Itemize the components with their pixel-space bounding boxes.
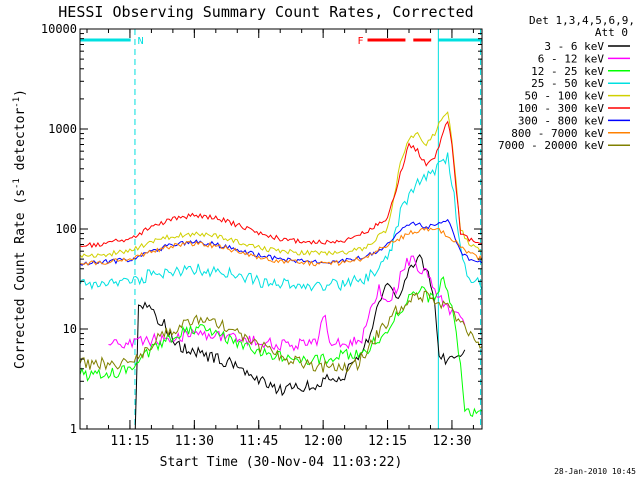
legend-label-7000-20000-kev: 7000 - 20000 keV: [498, 139, 604, 152]
y-tick-label-1000: 1000: [48, 122, 77, 136]
chart-title: HESSI Observing Summary Count Rates, Cor…: [58, 3, 473, 21]
legend-label-6-12-kev: 6 - 12 keV: [538, 52, 605, 65]
legend-label-25-50-kev: 25 - 50 keV: [531, 77, 604, 90]
y-tick-label-1: 1: [70, 422, 77, 436]
flag-label-n: N: [138, 36, 144, 47]
series-line-800-7000-kev: [80, 226, 482, 267]
legend-label-3-6-kev: 3 - 6 keV: [544, 40, 604, 53]
x-tick-label-12-30: 12:30: [432, 434, 471, 449]
x-axis: 11:15 11:30 11:45 12:00 12:15 12:30: [86, 29, 474, 449]
series-line-7000-20000-kev: [80, 290, 482, 374]
y-axis-label-end: ): [13, 89, 28, 97]
legend-header-line-1: Det 1,3,4,5,6,9,: [529, 14, 635, 27]
y-tick-label-10000: 10000: [41, 22, 77, 36]
series-line-6-12-kev: [108, 255, 466, 352]
y-axis-label-exp2: -1: [12, 97, 22, 108]
x-tick-label-11-30: 11:30: [175, 434, 214, 449]
legend-label-50-100-kev: 50 - 100 keV: [525, 90, 605, 103]
x-tick-label-12-00: 12:00: [304, 434, 343, 449]
y-axis-label: Corrected Count Rate (s-1 detector-1): [12, 89, 28, 369]
generated-timestamp: 28-Jan-2010 10:45: [554, 467, 636, 476]
series-line-50-100-kev: [80, 111, 482, 259]
legend-label-100-300-kev: 100 - 300 keV: [518, 102, 604, 115]
series-lines: [80, 111, 482, 429]
x-tick-label-12-15: 12:15: [368, 434, 407, 449]
y-axis-label-exp1: -1: [12, 178, 22, 189]
y-tick-label-10: 10: [63, 322, 77, 336]
series-line-12-25-kev: [80, 276, 482, 418]
series-line-3-6-kev: [134, 254, 466, 429]
series-line-25-50-kev: [80, 152, 482, 292]
y-tick-label-100: 100: [55, 222, 77, 236]
legend-header-line-2: Att 0: [595, 26, 628, 39]
y-axis-label-base: Corrected Count Rate (s: [13, 189, 28, 369]
legend-label-800-7000-kev: 800 - 7000 keV: [511, 127, 604, 140]
legend-label-300-800-kev: 300 - 800 keV: [518, 114, 604, 127]
series-line-100-300-kev: [80, 120, 482, 249]
legend-label-12-25-kev: 12 - 25 keV: [531, 65, 604, 78]
y-axis-label-mid: detector: [13, 108, 28, 179]
flag-label-f: F: [357, 36, 363, 47]
x-tick-label-11-45: 11:45: [239, 434, 278, 449]
x-tick-label-11-15: 11:15: [110, 434, 149, 449]
x-axis-label: Start Time (30-Nov-04 11:03:22): [160, 455, 403, 470]
